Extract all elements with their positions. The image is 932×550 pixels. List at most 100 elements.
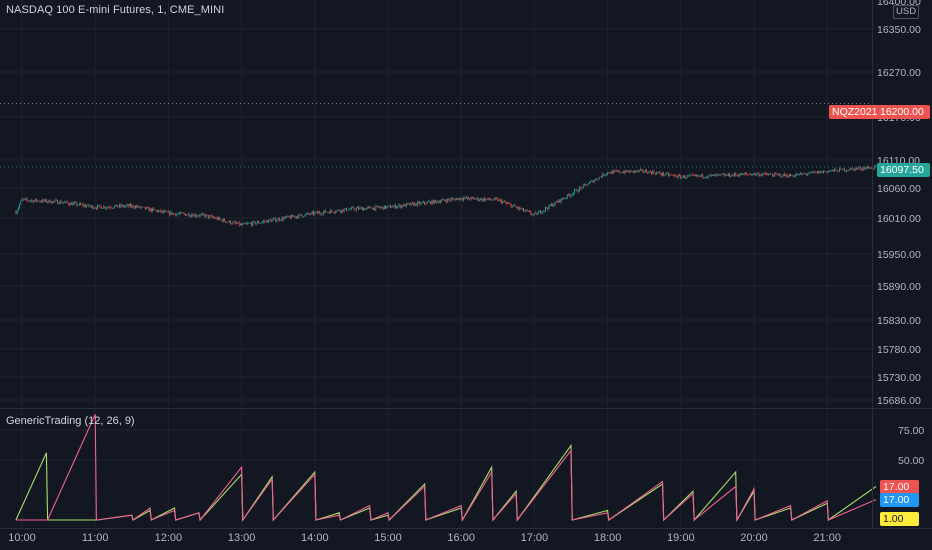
candle-body [731,174,733,177]
price-pane[interactable] [0,103,877,227]
candle-body [63,202,64,204]
candle-body [37,200,39,202]
candle-body [236,223,238,224]
candle-body [375,206,377,210]
candle-body [854,168,856,171]
candle-body [76,202,78,206]
candle-body [671,174,673,176]
candle-body [248,223,250,224]
candle-body [437,201,439,203]
candle-body [382,206,384,210]
candle-body [514,205,516,207]
candle-body [160,210,162,213]
candle-body [474,198,476,200]
candle-body [126,204,128,206]
candle-body [287,215,289,218]
candle-body [873,168,874,169]
candle-body [560,198,562,203]
candle-body [588,182,590,185]
candle-body [200,214,202,215]
candle-body [390,205,391,208]
candle-body [591,180,593,182]
candle-body [636,170,638,172]
candle-body [257,221,258,224]
candle-body [742,173,744,176]
candle-body [329,212,330,214]
candle-body [342,209,344,212]
candle-body [366,207,368,209]
candle-body [157,210,158,212]
candle-body [197,215,199,217]
candle-body [177,213,179,215]
candle-body [225,221,227,223]
candle-body [405,203,407,207]
candle-body [401,205,402,208]
candle-body [265,220,267,222]
candle-body [161,210,163,213]
candle-body [30,200,31,202]
candle-body [537,212,539,215]
candle-body [41,201,42,203]
candle-body [321,214,323,215]
candle-body [280,220,282,221]
candle-body [344,208,346,210]
candle-body [185,214,186,216]
candle-body [429,201,430,203]
candle-body [107,207,108,208]
candle-body [760,174,762,176]
candle-body [795,174,796,177]
candle-body [340,211,341,213]
candle-body [365,208,367,210]
candle-body [26,198,28,200]
candle-body [565,197,567,199]
candle-body [454,199,456,201]
candle-body [46,199,47,203]
candle-body [415,203,417,206]
candle-body [459,198,461,200]
candle-body [810,171,812,173]
candle-body [486,199,488,200]
indicator-title[interactable]: GenericTrading (12, 26, 9) [6,415,135,427]
indicator-red-tag: 17.00 [880,480,919,494]
candle-body [625,170,627,173]
candle-body [343,209,345,212]
candle-body [196,215,197,217]
price-tick-label: 15830.00 [877,315,921,327]
candle-body [759,174,761,176]
currency-badge[interactable]: USD [893,5,920,19]
candle-body [479,199,480,201]
candle-body [358,207,360,210]
candle-body [582,184,584,189]
candle-body [460,198,462,200]
candle-body [354,209,356,211]
candle-body [595,179,596,181]
candle-body [353,207,355,210]
candle-body [754,173,756,175]
candle-body [207,214,208,216]
candle-body [677,175,679,178]
candle-body [335,211,336,213]
candle-body [292,215,294,217]
candle-body [634,170,635,173]
candle-body [20,201,22,205]
indicator-tick-label: 50.00 [898,455,924,467]
candle-body [496,198,497,200]
candle-body [48,199,50,202]
candle-body [235,221,236,224]
symbol-title: NASDAQ 100 E-mini Futures, 1, CME_MINI [6,4,225,16]
candle-body [82,204,84,207]
candle-body [71,202,73,206]
candle-body [150,208,152,212]
candle-body [272,218,274,220]
candle-body [729,173,730,177]
candle-body [796,174,798,175]
candle-body [47,201,49,203]
candle-body [180,212,181,214]
indicator-pane[interactable] [15,414,877,523]
candle-body [447,198,449,202]
candle-body [662,172,663,175]
candle-body [98,205,100,207]
candle-body [211,215,213,218]
candle-body [596,179,598,180]
